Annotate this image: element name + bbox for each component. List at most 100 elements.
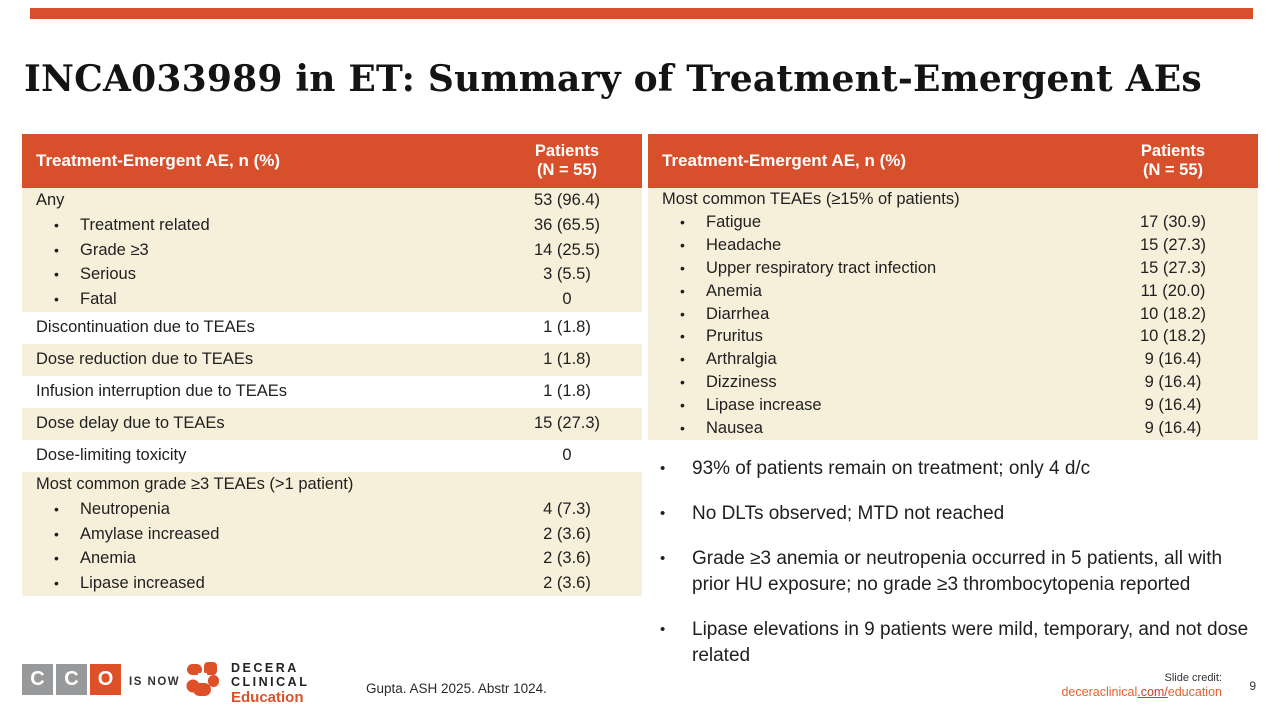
link-path[interactable]: education [1167, 685, 1222, 699]
table-row: Dizziness 9 (16.4) [648, 371, 1258, 394]
table-row: Lipase increase 9 (16.4) [648, 394, 1258, 417]
link-tld[interactable]: .com/ [1137, 685, 1168, 699]
column-header-teae: Treatment-Emergent AE, n (%) [36, 151, 281, 170]
row-value: 1 (1.8) [543, 318, 591, 337]
cco-letter-square: O [90, 664, 121, 695]
row-label: Discontinuation due to TEAEs [36, 318, 255, 337]
table-section-common: Most common TEAEs (≥15% of patients) Fat… [648, 188, 1258, 440]
table-row: Fatal 0 [22, 287, 642, 312]
column-header-teae: Treatment-Emergent AE, n (%) [662, 151, 907, 170]
patients-line1: Patients [534, 142, 600, 161]
row-value: 10 (18.2) [1139, 304, 1207, 323]
bullet-icon: • [660, 621, 666, 638]
table-row: Arthralgia 9 (16.4) [648, 348, 1258, 371]
table-row: Upper respiratory tract infection 15 (27… [648, 257, 1258, 280]
bullet-text: 93% of patients remain on treatment; onl… [692, 458, 1091, 479]
summary-bullet-list: • 93% of patients remain on treatment; o… [652, 456, 1254, 688]
row-label: Upper respiratory tract infection [648, 257, 1088, 280]
citation-text: Gupta. ASH 2025. Abstr 1024. [366, 681, 547, 696]
table-row: Fatigue 17 (30.9) [648, 211, 1258, 234]
slide-credit: Slide credit: deceraclinical.com/educati… [1061, 671, 1222, 699]
row-value: 4 (7.3) [543, 499, 591, 518]
row-label: Treatment related [22, 213, 492, 238]
bullet-icon: • [660, 550, 666, 567]
table-row: Amylase increased 2 (3.6) [22, 522, 642, 547]
row-label: Dose-limiting toxicity [36, 446, 187, 465]
page-title: INCA033989 in ET: Summary of Treatment-E… [24, 58, 1202, 100]
table-row: Infusion interruption due to TEAEs 1 (1.… [22, 376, 642, 408]
table-row: Any 53 (96.4) [22, 188, 642, 213]
row-value: 9 (16.4) [1144, 350, 1202, 369]
decera-logo-icon [184, 659, 224, 699]
row-value: 14 (25.5) [533, 240, 601, 259]
list-item: • Lipase elevations in 9 patients were m… [652, 617, 1254, 669]
row-label: Most common TEAEs (≥15% of patients) [662, 190, 960, 208]
bullet-text: Lipase elevations in 9 patients were mil… [692, 619, 1249, 666]
row-label: Dose delay due to TEAEs [36, 414, 225, 433]
slide-credit-link[interactable]: deceraclinical.com/education [1061, 685, 1222, 699]
table-row: Headache 15 (27.3) [648, 234, 1258, 257]
table-row: Discontinuation due to TEAEs 1 (1.8) [22, 312, 642, 344]
column-header-patients: Patients (N = 55) [492, 142, 642, 180]
row-label: Infusion interruption due to TEAEs [36, 382, 288, 401]
table-row: Dose-limiting toxicity 0 [22, 440, 642, 472]
row-label: Fatal [22, 287, 492, 312]
table-section-any: Any 53 (96.4) Treatment related 36 (65.5… [22, 188, 642, 312]
list-item: • No DLTs observed; MTD not reached [652, 501, 1254, 527]
table-row: Neutropenia 4 (7.3) [22, 497, 642, 522]
list-item: • Grade ≥3 anemia or neutropenia occurre… [652, 546, 1254, 598]
row-label: Anemia [648, 280, 1088, 303]
row-label: Arthralgia [648, 348, 1088, 371]
table-row: Nausea 9 (16.4) [648, 417, 1258, 440]
row-value: 15 (27.3) [1139, 235, 1207, 254]
table-row: Anemia 2 (3.6) [22, 546, 642, 571]
table-section-grade3: Most common grade ≥3 TEAEs (>1 patient) … [22, 471, 642, 596]
slide-credit-label: Slide credit: [1164, 672, 1222, 684]
row-value: 36 (65.5) [533, 215, 601, 234]
decera-line3: Education [231, 689, 304, 706]
row-value: 15 (27.3) [1139, 258, 1207, 277]
row-value: 2 (3.6) [543, 549, 591, 568]
decera-wordmark: DECERA CLINICAL Education [231, 661, 309, 706]
bullet-text: Grade ≥3 anemia or neutropenia occurred … [692, 548, 1223, 595]
page-number: 9 [1249, 679, 1256, 693]
row-value: 2 (3.6) [543, 524, 591, 543]
bullet-text: No DLTs observed; MTD not reached [692, 503, 1005, 524]
table-row: Grade ≥3 14 (25.5) [22, 238, 642, 263]
row-label: Lipase increase [648, 394, 1088, 417]
row-label: Serious [22, 262, 492, 287]
row-label: Most common grade ≥3 TEAEs (>1 patient) [36, 474, 354, 493]
row-label: Dose reduction due to TEAEs [36, 350, 254, 369]
bullet-icon: • [660, 505, 666, 522]
row-label: Pruritus [648, 325, 1088, 348]
row-label: Headache [648, 234, 1088, 257]
row-label: Grade ≥3 [22, 238, 492, 263]
top-accent-bar [30, 8, 1253, 19]
is-now-label: IS NOW [129, 676, 181, 688]
cco-logo: C C O [22, 664, 121, 695]
table-row: Diarrhea 10 (18.2) [648, 303, 1258, 326]
row-value: 11 (20.0) [1140, 281, 1206, 300]
teae-summary-table: Treatment-Emergent AE, n (%) Patients (N… [22, 134, 642, 596]
bullet-icon: • [660, 460, 666, 477]
table-row: Lipase increased 2 (3.6) [22, 571, 642, 596]
table-header-row: Treatment-Emergent AE, n (%) Patients (N… [22, 134, 642, 188]
table-row: Treatment related 36 (65.5) [22, 213, 642, 238]
link-domain[interactable]: deceraclinical [1061, 685, 1138, 699]
table-header-row: Treatment-Emergent AE, n (%) Patients (N… [648, 134, 1258, 188]
decera-line2: CLINICAL [231, 675, 310, 689]
row-value: 1 (1.8) [543, 350, 591, 369]
table-row: Most common grade ≥3 TEAEs (>1 patient) [22, 472, 642, 497]
row-label: Nausea [648, 417, 1088, 440]
row-value: 3 (5.5) [543, 265, 591, 284]
row-value: 9 (16.4) [1144, 373, 1202, 392]
table-row: Anemia 11 (20.0) [648, 280, 1258, 303]
common-teaes-table: Treatment-Emergent AE, n (%) Patients (N… [648, 134, 1258, 440]
row-value: 15 (27.3) [533, 414, 601, 433]
row-value: 1 (1.8) [543, 382, 591, 401]
row-label: Anemia [22, 546, 492, 571]
table-row: Dose reduction due to TEAEs 1 (1.8) [22, 343, 642, 376]
patients-line2: (N = 55) [536, 161, 598, 179]
row-value: 0 [562, 446, 572, 465]
